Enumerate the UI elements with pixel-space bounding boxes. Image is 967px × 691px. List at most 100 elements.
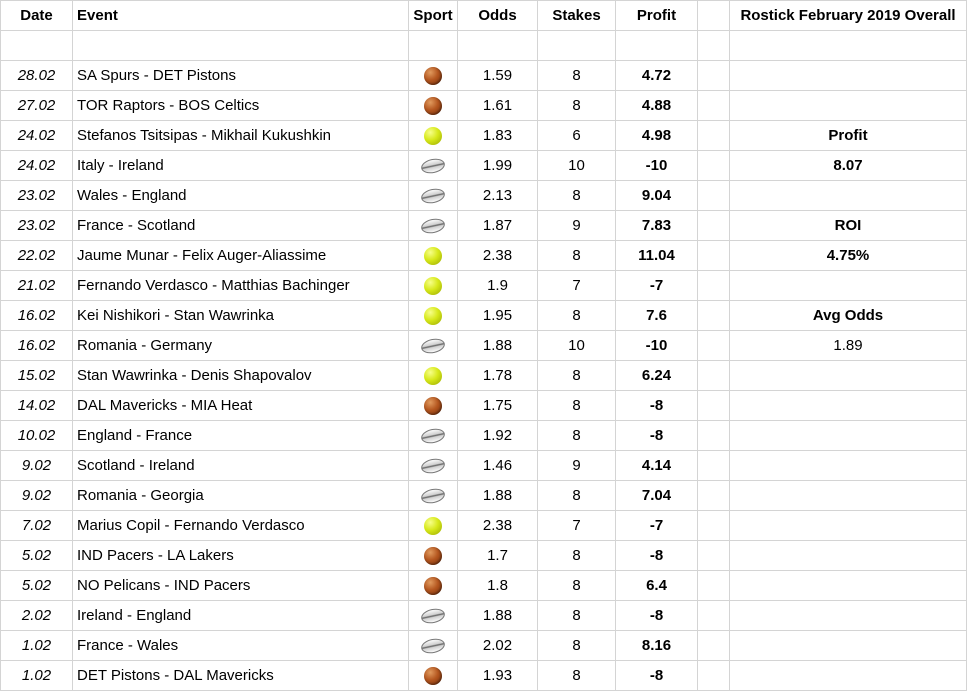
event-cell[interactable]: Scotland - Ireland [72,450,409,481]
odds-cell[interactable]: 1.9 [457,270,538,301]
header-event[interactable]: Event [72,0,409,31]
empty-cell[interactable] [729,570,967,601]
empty-cell[interactable] [729,420,967,451]
date-cell[interactable]: 23.02 [0,210,73,241]
header-profit[interactable]: Profit [615,0,698,31]
date-cell[interactable]: 1.02 [0,660,73,691]
stakes-cell[interactable]: 9 [537,450,616,481]
profit-cell[interactable]: 11.04 [615,240,698,271]
odds-cell[interactable]: 1.95 [457,300,538,331]
empty-cell[interactable] [729,90,967,121]
empty-cell[interactable] [697,90,730,121]
stakes-cell[interactable]: 9 [537,210,616,241]
profit-cell[interactable]: -8 [615,600,698,631]
profit-cell[interactable]: 4.14 [615,450,698,481]
sport-cell[interactable] [408,420,458,451]
empty-cell[interactable] [697,540,730,571]
profit-cell[interactable]: 7.83 [615,210,698,241]
avg-odds-label[interactable]: Avg Odds [729,300,967,331]
stakes-cell[interactable]: 8 [537,630,616,661]
odds-cell[interactable]: 2.38 [457,240,538,271]
profit-cell[interactable]: -7 [615,270,698,301]
event-cell[interactable]: Stefanos Tsitsipas - Mikhail Kukushkin [72,120,409,151]
odds-cell[interactable]: 1.88 [457,600,538,631]
empty-cell[interactable] [697,390,730,421]
event-cell[interactable]: DAL Mavericks - MIA Heat [72,390,409,421]
sport-cell[interactable] [408,540,458,571]
event-cell[interactable]: Ireland - England [72,600,409,631]
empty-cell[interactable] [729,450,967,481]
sport-cell[interactable] [408,480,458,511]
empty-cell[interactable] [697,360,730,391]
header-odds[interactable]: Odds [457,0,538,31]
sport-cell[interactable] [408,270,458,301]
empty-cell[interactable] [729,600,967,631]
event-cell[interactable]: Romania - Georgia [72,480,409,511]
empty-cell[interactable] [729,510,967,541]
empty-cell[interactable] [729,60,967,91]
empty-cell[interactable] [457,30,538,61]
stakes-cell[interactable]: 6 [537,120,616,151]
event-cell[interactable]: Fernando Verdasco - Matthias Bachinger [72,270,409,301]
event-cell[interactable]: Romania - Germany [72,330,409,361]
empty-cell[interactable] [697,600,730,631]
date-cell[interactable]: 28.02 [0,60,73,91]
profit-cell[interactable]: 4.72 [615,60,698,91]
date-cell[interactable]: 1.02 [0,630,73,661]
odds-cell[interactable]: 1.59 [457,60,538,91]
stakes-cell[interactable]: 10 [537,330,616,361]
odds-cell[interactable]: 1.46 [457,450,538,481]
stakes-cell[interactable]: 8 [537,180,616,211]
profit-cell[interactable]: 7.6 [615,300,698,331]
profit-label[interactable]: Profit [729,120,967,151]
profit-cell[interactable]: -8 [615,540,698,571]
event-cell[interactable]: England - France [72,420,409,451]
event-cell[interactable]: NO Pelicans - IND Pacers [72,570,409,601]
odds-cell[interactable]: 1.7 [457,540,538,571]
profit-cell[interactable]: 7.04 [615,480,698,511]
empty-cell[interactable] [408,30,458,61]
odds-cell[interactable]: 1.87 [457,210,538,241]
date-cell[interactable]: 21.02 [0,270,73,301]
empty-cell[interactable] [697,60,730,91]
roi-value[interactable]: 4.75% [729,240,967,271]
sport-cell[interactable] [408,510,458,541]
stakes-cell[interactable]: 7 [537,270,616,301]
date-cell[interactable]: 5.02 [0,570,73,601]
date-cell[interactable]: 2.02 [0,600,73,631]
profit-cell[interactable]: -7 [615,510,698,541]
empty-cell[interactable] [72,30,409,61]
date-cell[interactable]: 9.02 [0,480,73,511]
event-cell[interactable]: TOR Raptors - BOS Celtics [72,90,409,121]
empty-cell[interactable] [697,630,730,661]
empty-cell[interactable] [729,660,967,691]
sport-cell[interactable] [408,360,458,391]
profit-cell[interactable]: 4.98 [615,120,698,151]
event-cell[interactable]: Kei Nishikori - Stan Wawrinka [72,300,409,331]
date-cell[interactable]: 22.02 [0,240,73,271]
empty-cell[interactable] [697,210,730,241]
empty-cell[interactable] [0,30,73,61]
empty-cell[interactable] [729,480,967,511]
event-cell[interactable]: Italy - Ireland [72,150,409,181]
stakes-cell[interactable]: 8 [537,600,616,631]
odds-cell[interactable]: 1.83 [457,120,538,151]
event-cell[interactable]: Stan Wawrinka - Denis Shapovalov [72,360,409,391]
empty-cell[interactable] [697,480,730,511]
odds-cell[interactable]: 1.99 [457,150,538,181]
sport-cell[interactable] [408,90,458,121]
odds-cell[interactable]: 1.78 [457,360,538,391]
sport-cell[interactable] [408,390,458,421]
profit-value[interactable]: 8.07 [729,150,967,181]
date-cell[interactable]: 24.02 [0,120,73,151]
profit-cell[interactable]: -8 [615,660,698,691]
sport-cell[interactable] [408,450,458,481]
empty-cell[interactable] [697,180,730,211]
odds-cell[interactable]: 1.93 [457,660,538,691]
odds-cell[interactable]: 1.92 [457,420,538,451]
event-cell[interactable]: Wales - England [72,180,409,211]
stakes-cell[interactable]: 8 [537,420,616,451]
empty-cell[interactable] [697,120,730,151]
empty-cell[interactable] [729,630,967,661]
sport-cell[interactable] [408,180,458,211]
